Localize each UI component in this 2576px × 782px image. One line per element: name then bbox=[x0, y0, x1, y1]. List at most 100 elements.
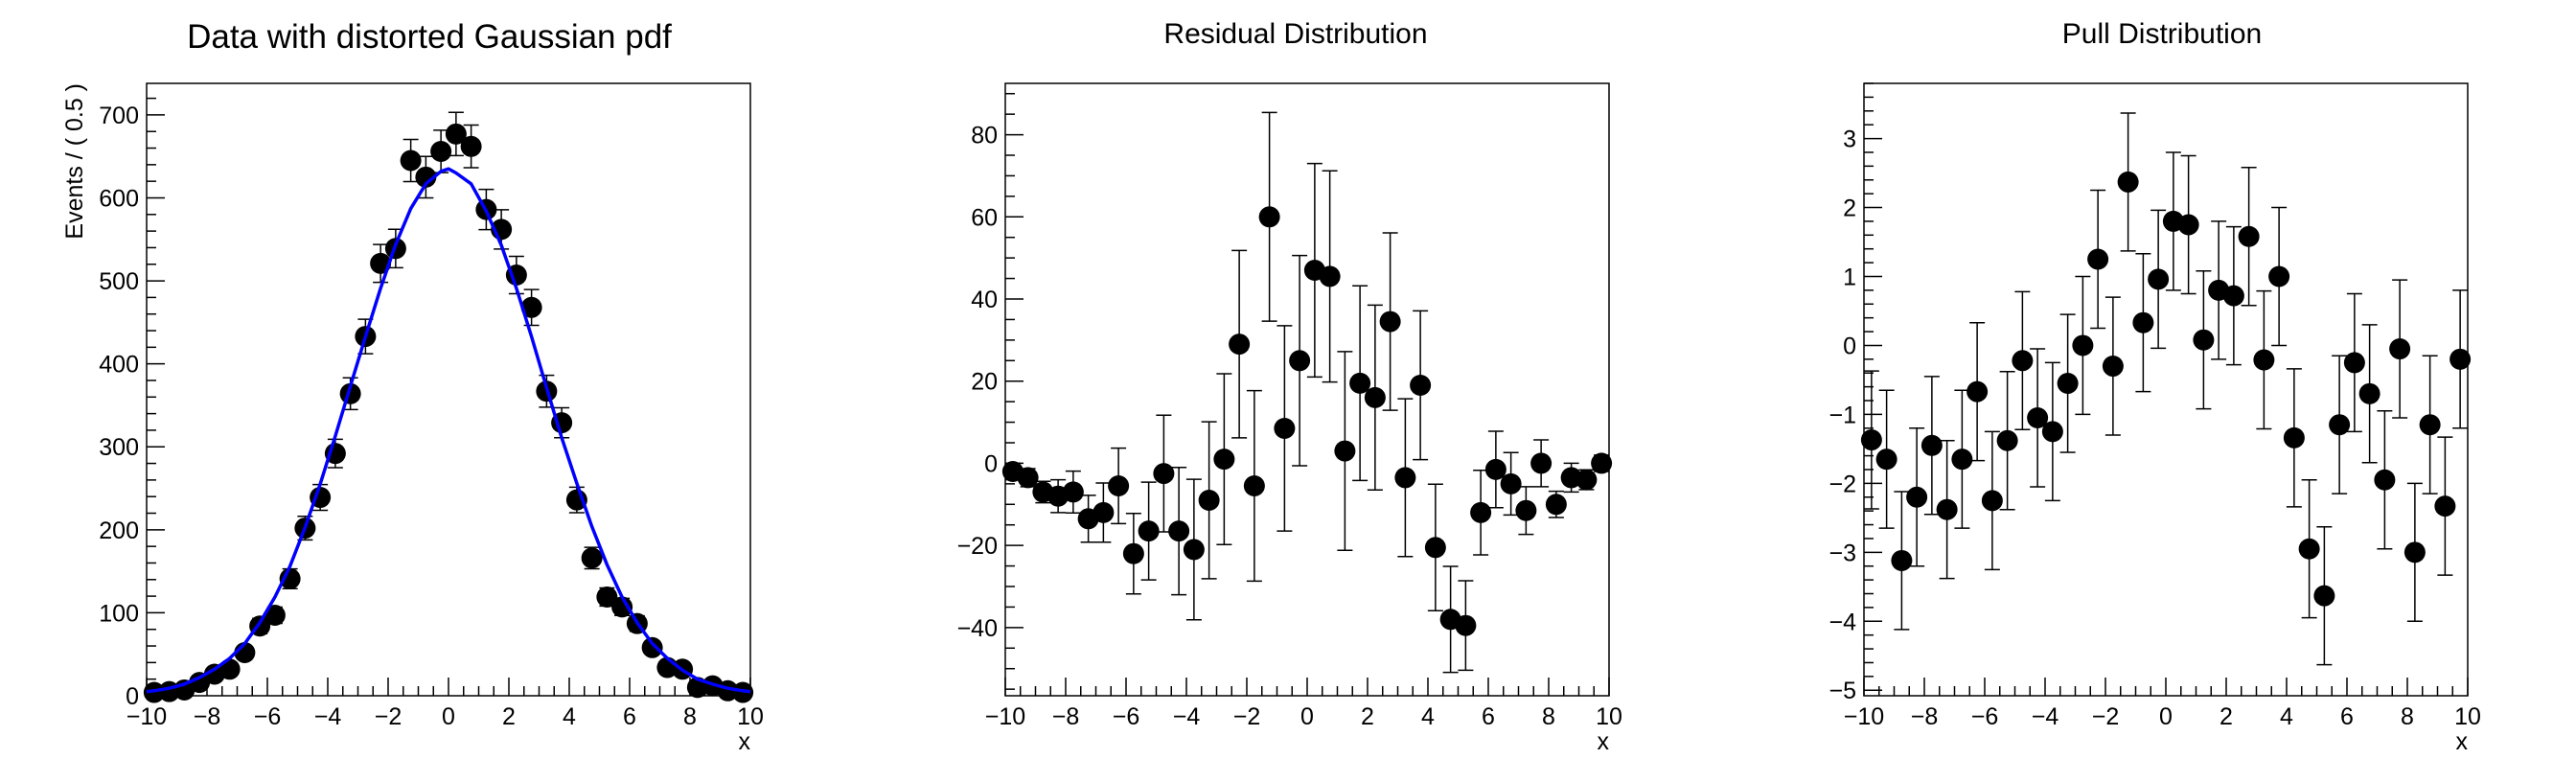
x-tick-label: −2 bbox=[375, 703, 402, 730]
x-tick-label: 6 bbox=[1482, 703, 1495, 730]
data-point bbox=[1334, 440, 1356, 462]
x-tick-label: 0 bbox=[1300, 703, 1314, 730]
y-tick-label: 0 bbox=[1843, 333, 1856, 359]
x-tick-label: −10 bbox=[126, 703, 167, 730]
x-tick-label: 8 bbox=[683, 703, 697, 730]
data-point bbox=[2343, 352, 2365, 374]
x-tick-label: 2 bbox=[2220, 703, 2233, 730]
x-tick-label: −2 bbox=[2092, 703, 2120, 730]
x-tick-label: 4 bbox=[1421, 703, 1435, 730]
data-point bbox=[2450, 348, 2472, 370]
data-point bbox=[2222, 285, 2244, 307]
data-point bbox=[1168, 520, 1190, 542]
data-point bbox=[2283, 426, 2305, 448]
data-point bbox=[1500, 472, 1522, 494]
y-tick-label: −40 bbox=[957, 615, 998, 642]
y-tick-label: 300 bbox=[99, 434, 139, 461]
x-tick-label: 8 bbox=[2401, 703, 2414, 730]
data-point bbox=[1981, 490, 2003, 512]
data-point bbox=[1319, 265, 1341, 288]
data-point bbox=[2132, 311, 2154, 334]
y-tick-label: 400 bbox=[99, 352, 139, 379]
data-point bbox=[2298, 538, 2320, 560]
data-point bbox=[1364, 386, 1386, 408]
data-point bbox=[1183, 539, 1205, 561]
chart-title: Pull Distribution bbox=[2062, 18, 2262, 50]
data-point bbox=[1891, 549, 1913, 571]
x-axis-label: x bbox=[2456, 728, 2469, 755]
y-tick-label: 200 bbox=[99, 518, 139, 544]
y-tick-label: 60 bbox=[971, 204, 998, 231]
data-point bbox=[611, 596, 633, 618]
x-tick-label: 0 bbox=[2159, 703, 2173, 730]
y-tick-label: −20 bbox=[957, 533, 998, 560]
y-tick-label: −1 bbox=[1828, 402, 1856, 428]
data-point bbox=[1951, 448, 1973, 471]
y-tick-label: −5 bbox=[1828, 678, 1856, 704]
data-point bbox=[430, 141, 452, 162]
x-tick-label: 2 bbox=[502, 703, 516, 730]
data-point bbox=[1258, 206, 1280, 228]
data-point bbox=[1062, 481, 1084, 503]
data-point bbox=[1920, 434, 1943, 456]
pdf-curve bbox=[146, 167, 751, 694]
data-point bbox=[520, 296, 542, 318]
x-tick-label: −4 bbox=[314, 703, 342, 730]
x-tick-label: −8 bbox=[1911, 703, 1939, 730]
data-point bbox=[2041, 421, 2063, 443]
data-point bbox=[1875, 448, 1898, 471]
x-axis-label: x bbox=[1598, 728, 1610, 755]
x-tick-label: 6 bbox=[623, 703, 636, 730]
x-tick-label: 2 bbox=[1361, 703, 1374, 730]
data-point bbox=[1906, 486, 1928, 508]
x-tick-label: 4 bbox=[563, 703, 576, 730]
data-point bbox=[1289, 350, 1311, 372]
data-point bbox=[2253, 349, 2275, 371]
data-point bbox=[2117, 171, 2139, 193]
y-tick-label: 40 bbox=[971, 287, 998, 313]
data-point bbox=[1530, 452, 1552, 474]
data-point bbox=[1576, 469, 1598, 491]
data-point bbox=[2374, 469, 2396, 491]
data-point bbox=[2072, 334, 2094, 356]
data-point bbox=[2313, 585, 2335, 607]
data-point bbox=[581, 547, 603, 569]
data-point bbox=[1122, 542, 1144, 564]
data-point bbox=[2102, 356, 2124, 378]
data-point bbox=[1017, 467, 1039, 489]
data-point bbox=[2177, 214, 2199, 236]
x-tick-label: 10 bbox=[2454, 703, 2481, 730]
data-point bbox=[2419, 414, 2441, 436]
data-point bbox=[1138, 520, 1160, 542]
data-point bbox=[2012, 350, 2034, 372]
y-tick-label: 0 bbox=[984, 450, 998, 477]
data-point bbox=[2057, 373, 2079, 395]
data-point bbox=[2268, 265, 2290, 288]
data-point bbox=[1108, 475, 1130, 496]
panel-residual: Residual Distribution x −10 −8 −6 −4 −2 0 2 4 6 8… bbox=[957, 18, 1622, 755]
data-point bbox=[1349, 372, 1371, 394]
x-tick-label: −10 bbox=[985, 703, 1025, 730]
x-tick-label: 8 bbox=[1542, 703, 1555, 730]
data-point bbox=[1424, 537, 1446, 559]
y-tick-label: −2 bbox=[1828, 471, 1856, 497]
y-tick-label: 100 bbox=[99, 600, 139, 627]
y-tick-label: −3 bbox=[1828, 540, 1856, 566]
data-point bbox=[2238, 225, 2260, 247]
x-tick-label: −6 bbox=[1971, 703, 1999, 730]
y-tick-label: 0 bbox=[126, 683, 139, 710]
x-tick-label: −4 bbox=[2032, 703, 2059, 730]
data-point bbox=[1229, 334, 1251, 356]
chart-title: Data with distorted Gaussian pdf bbox=[187, 18, 672, 56]
plot-frame bbox=[1004, 82, 1610, 697]
data-point bbox=[445, 123, 467, 145]
data-point bbox=[1591, 452, 1613, 474]
data-point bbox=[400, 150, 422, 172]
y-tick-label: 3 bbox=[1843, 126, 1856, 153]
data-point bbox=[264, 605, 286, 627]
x-tick-label: −2 bbox=[1233, 703, 1261, 730]
x-tick-label: −6 bbox=[254, 703, 282, 730]
x-axis-label: x bbox=[739, 728, 751, 755]
data-point bbox=[2087, 248, 2109, 270]
